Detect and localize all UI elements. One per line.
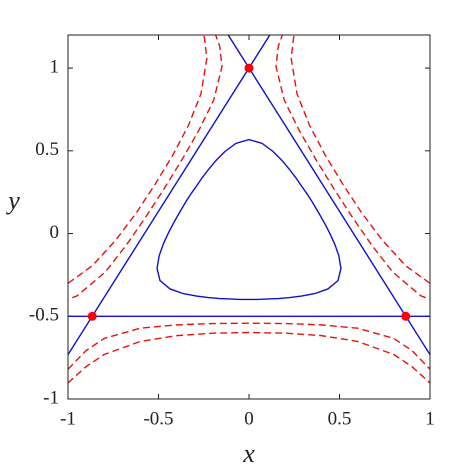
contour-line xyxy=(290,35,430,285)
contour-line xyxy=(68,35,271,356)
y-tick-label: -0.5 xyxy=(29,305,59,326)
x-tick-label: -0.5 xyxy=(143,408,173,429)
x-tick-label: 1 xyxy=(425,408,435,429)
contour-line xyxy=(68,331,430,384)
x-tick-label: 0.5 xyxy=(328,408,352,429)
contour-line xyxy=(156,138,342,301)
x-tick-label: -1 xyxy=(60,408,76,429)
critical-point xyxy=(87,311,97,321)
critical-point xyxy=(401,311,411,321)
contour-line xyxy=(68,35,208,285)
contour-line xyxy=(68,35,223,301)
critical-point xyxy=(244,63,254,73)
y-tick-label: 0.5 xyxy=(35,139,59,160)
plot-area xyxy=(68,35,430,384)
contour-line xyxy=(275,35,430,301)
x-tick-label: 0 xyxy=(244,408,254,429)
y-tick-label: 1 xyxy=(50,56,60,77)
contour-line xyxy=(227,35,430,356)
x-axis-label: x xyxy=(242,439,255,468)
axes-box xyxy=(67,34,431,400)
y-tick-label: 0 xyxy=(50,222,60,243)
y-tick-label: -1 xyxy=(43,387,59,408)
y-axis-label: y xyxy=(5,186,20,215)
contour-line xyxy=(68,322,430,370)
